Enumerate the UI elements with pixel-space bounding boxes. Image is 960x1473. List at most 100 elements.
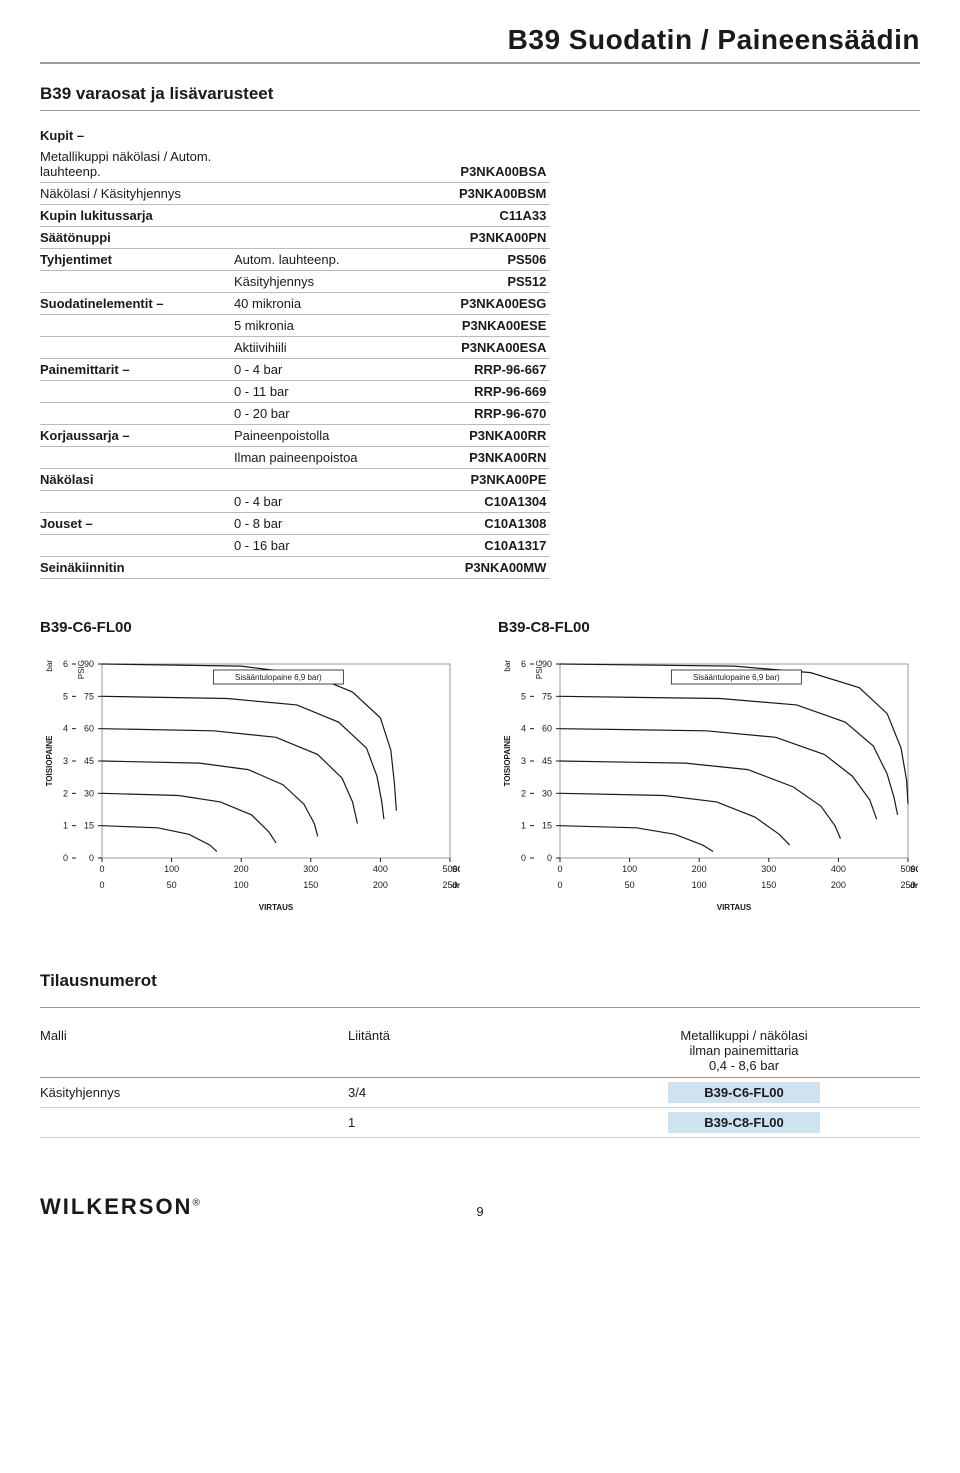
svg-text:0: 0	[99, 880, 104, 890]
svg-text:6: 6	[521, 659, 526, 669]
svg-text:0: 0	[99, 864, 104, 874]
parts-cell-value: RRP-96-667	[407, 359, 550, 381]
chart-left-title: B39-C6-FL00	[40, 619, 462, 636]
section-divider	[40, 110, 920, 111]
parts-cell-b: 0 - 4 bar	[234, 359, 408, 381]
parts-cell-a: Jouset –	[40, 513, 234, 535]
svg-text:4: 4	[521, 724, 526, 734]
svg-text:4: 4	[63, 724, 68, 734]
orders-rows: Käsityhjennys3/4 B39-C6-FL00 1 B39-C8-FL00	[40, 1078, 920, 1138]
orders-cell-conn: 3/4	[348, 1085, 568, 1100]
parts-cell-b: Autom. lauhteenp.	[234, 249, 408, 271]
parts-table: Kupit –Metallikuppi näkölasi / Autom. la…	[40, 125, 550, 579]
parts-cell-value: PS512	[407, 271, 550, 293]
svg-text:0: 0	[521, 853, 526, 863]
parts-cell-a	[40, 271, 234, 293]
part-number-box: B39-C6-FL00	[668, 1082, 819, 1103]
parts-cell-value: C11A33	[407, 205, 550, 227]
part-number-box: B39-C8-FL00	[668, 1112, 819, 1133]
parts-cell-value: P3NKA00ESE	[407, 315, 550, 337]
svg-text:0: 0	[547, 853, 552, 863]
parts-cell-a	[40, 381, 234, 403]
svg-text:Sisääntulopaine 6,9 bar): Sisääntulopaine 6,9 bar)	[235, 673, 322, 682]
parts-cell-b: 0 - 16 bar	[234, 535, 408, 557]
parts-cell-a: Painemittarit –	[40, 359, 234, 381]
svg-text:2: 2	[63, 788, 68, 798]
parts-cell-value: P3NKA00BSM	[407, 183, 550, 205]
orders-col-c-l1: Metallikuppi / näkölasi	[680, 1028, 807, 1043]
parts-cell-value: P3NKA00RN	[407, 447, 550, 469]
svg-text:75: 75	[84, 691, 94, 701]
svg-text:bar: bar	[45, 660, 54, 672]
svg-text:200: 200	[373, 880, 388, 890]
svg-text:45: 45	[542, 756, 552, 766]
svg-text:3: 3	[63, 756, 68, 766]
charts-row: B39-C6-FL00 0153045607590012345601002003…	[40, 619, 920, 921]
parts-cell-value: C10A1304	[407, 491, 550, 513]
parts-cell-b	[234, 125, 408, 146]
svg-text:bar: bar	[503, 660, 512, 672]
page-title: B39 Suodatin / Paineensäädin	[40, 24, 920, 56]
svg-text:100: 100	[692, 880, 707, 890]
svg-text:0: 0	[89, 853, 94, 863]
orders-col-conn: Liitäntä	[348, 1028, 568, 1073]
svg-text:TOISIOPAINE: TOISIOPAINE	[503, 735, 512, 786]
orders-title: Tilausnumerot	[40, 971, 920, 991]
svg-text:60: 60	[542, 724, 552, 734]
svg-text:VIRTAUS: VIRTAUS	[717, 903, 752, 912]
svg-text:200: 200	[234, 864, 249, 874]
parts-cell-b	[234, 557, 408, 579]
title-divider	[40, 62, 920, 64]
parts-cell-value: PS506	[407, 249, 550, 271]
svg-text:dm³/s: dm³/s	[452, 881, 460, 890]
svg-text:0: 0	[557, 864, 562, 874]
svg-text:SCFM: SCFM	[910, 865, 918, 874]
svg-text:200: 200	[831, 880, 846, 890]
svg-text:PSIG: PSIG	[77, 660, 86, 679]
orders-col-c-l2: ilman painemittaria	[689, 1043, 798, 1058]
svg-text:400: 400	[831, 864, 846, 874]
orders-header: Malli Liitäntä Metallikuppi / näkölasi i…	[40, 1028, 920, 1078]
parts-cell-b: 0 - 8 bar	[234, 513, 408, 535]
parts-cell-value: P3NKA00PE	[407, 469, 550, 491]
parts-cell-value: P3NKA00BSA	[407, 146, 550, 183]
logo-reg: ®	[192, 1198, 201, 1209]
parts-cell-a: Tyhjentimet	[40, 249, 234, 271]
svg-text:60: 60	[84, 724, 94, 734]
logo-text: WILKERSON	[40, 1194, 192, 1219]
parts-cell-b: Aktiivihiili	[234, 337, 408, 359]
orders-row: 1 B39-C8-FL00	[40, 1108, 920, 1138]
orders-cell-conn: 1	[348, 1115, 568, 1130]
svg-text:6: 6	[63, 659, 68, 669]
svg-text:1: 1	[521, 821, 526, 831]
parts-cell-b: 40 mikronia	[234, 293, 408, 315]
orders-cell-model: Käsityhjennys	[40, 1085, 348, 1100]
parts-cell-a: Säätönuppi	[40, 227, 234, 249]
parts-cell-b: Paineenpoistolla	[234, 425, 408, 447]
svg-text:PSIG: PSIG	[535, 660, 544, 679]
parts-cell-value: P3NKA00PN	[407, 227, 550, 249]
svg-text:TOISIOPAINE: TOISIOPAINE	[45, 735, 54, 786]
parts-cell-a: Seinäkiinnitin	[40, 557, 234, 579]
svg-text:Sisääntulopaine 6,9 bar): Sisääntulopaine 6,9 bar)	[693, 673, 780, 682]
svg-text:3: 3	[521, 756, 526, 766]
orders-col-variant: Metallikuppi / näkölasi ilman painemitta…	[568, 1028, 920, 1073]
parts-cell-value: P3NKA00RR	[407, 425, 550, 447]
svg-text:100: 100	[164, 864, 179, 874]
svg-text:50: 50	[625, 880, 635, 890]
parts-cell-b	[234, 205, 408, 227]
section-title: B39 varaosat ja lisävarusteet	[40, 84, 920, 104]
parts-cell-value: P3NKA00ESG	[407, 293, 550, 315]
svg-text:300: 300	[761, 864, 776, 874]
parts-cell-a	[40, 491, 234, 513]
orders-cell-part: B39-C8-FL00	[568, 1112, 920, 1133]
parts-cell-value: P3NKA00MW	[407, 557, 550, 579]
svg-text:5: 5	[63, 691, 68, 701]
svg-text:5: 5	[521, 691, 526, 701]
parts-cell-a	[40, 337, 234, 359]
svg-text:150: 150	[761, 880, 776, 890]
parts-cell-a: Näkölasi	[40, 469, 234, 491]
svg-text:300: 300	[303, 864, 318, 874]
svg-text:1: 1	[63, 821, 68, 831]
chart-left: B39-C6-FL00 0153045607590012345601002003…	[40, 619, 462, 921]
